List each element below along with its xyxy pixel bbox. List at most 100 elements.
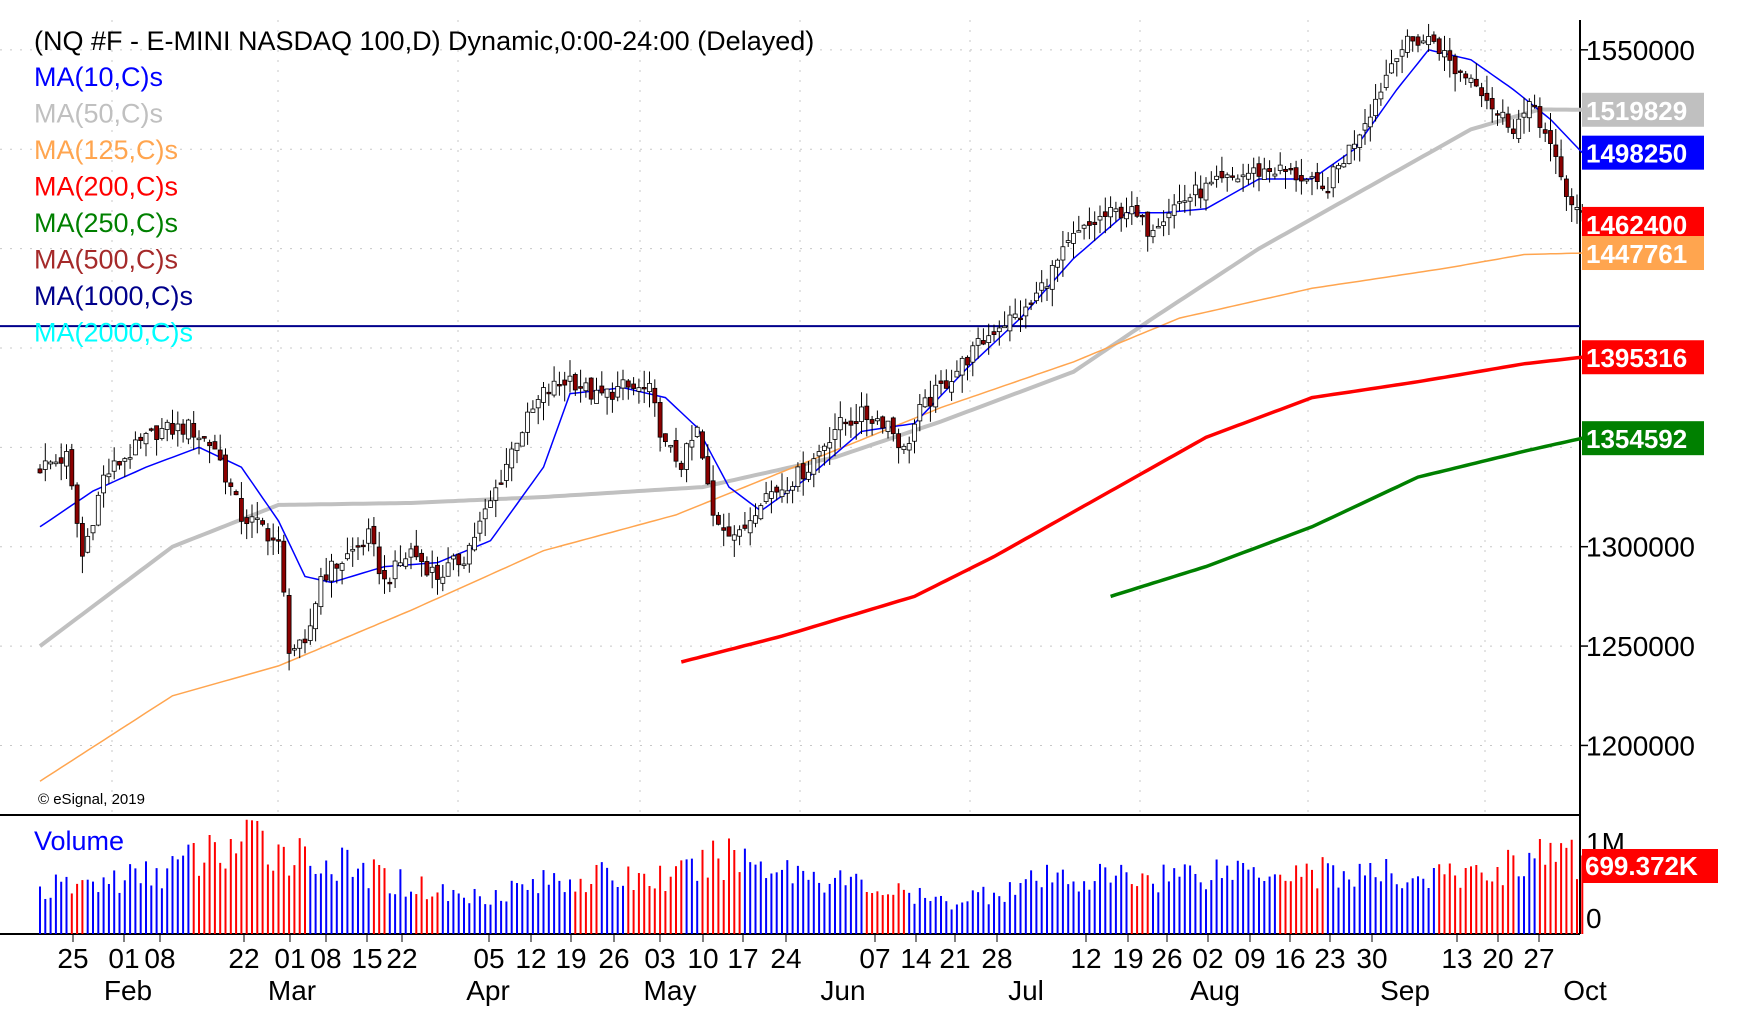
candle [986, 323, 992, 355]
candle [806, 461, 811, 483]
candle [419, 549, 425, 577]
candle-body [986, 335, 992, 343]
price-tag-label: 1395316 [1586, 343, 1687, 373]
candle [583, 377, 589, 398]
candle-body [1436, 38, 1442, 54]
candle-body [85, 535, 91, 553]
candle-body [382, 569, 387, 580]
candle-body [1277, 164, 1283, 171]
x-day-label: 16 [1274, 943, 1305, 974]
candle-body [853, 421, 859, 425]
candle-body [1113, 208, 1119, 212]
candle-body [1076, 230, 1082, 233]
volume-latest-bg [1582, 849, 1718, 883]
candle-body [1346, 144, 1352, 164]
candle [1410, 36, 1416, 52]
candle [429, 550, 435, 589]
candle [541, 381, 546, 421]
candle-body [620, 379, 626, 389]
candle-body [1463, 73, 1469, 79]
candle [832, 413, 838, 457]
candle [53, 454, 59, 467]
candle-body [1458, 70, 1463, 73]
candle [1516, 109, 1522, 143]
candle-body [583, 382, 589, 392]
candle-body [461, 563, 467, 566]
candle [111, 447, 117, 480]
candle-body [1065, 240, 1071, 243]
candle-body [1516, 118, 1522, 139]
candle [1304, 177, 1310, 185]
candle [869, 415, 875, 436]
x-day-label: 22 [386, 943, 417, 974]
candle [837, 401, 843, 448]
candle [1018, 300, 1023, 333]
candle-body [1558, 156, 1564, 178]
candle-body [551, 380, 557, 396]
x-day-label: 01 [274, 943, 305, 974]
price-tag-bg [1582, 236, 1704, 271]
x-day-label: 12 [515, 943, 546, 974]
candle-body [1150, 229, 1156, 238]
candle [1193, 171, 1198, 207]
candle-body [1293, 167, 1299, 181]
candle [1341, 155, 1347, 168]
candle-body [212, 441, 218, 450]
candle [1171, 194, 1177, 229]
x-day-label: 17 [727, 943, 758, 974]
candle-body [758, 505, 764, 520]
candle [1288, 162, 1294, 175]
candle [95, 491, 101, 527]
candle [562, 371, 568, 402]
candle [1230, 166, 1235, 181]
candle [1055, 258, 1060, 282]
candle [747, 507, 753, 546]
candle [795, 462, 801, 492]
candle [185, 418, 191, 445]
candle [827, 427, 833, 465]
candle [1081, 223, 1087, 240]
x-day-label: 05 [473, 943, 504, 974]
candle-body [1256, 163, 1262, 177]
candle-body [1362, 123, 1368, 131]
legend-item: MA(2000,C)s [34, 318, 193, 348]
candle [1447, 37, 1453, 78]
candle [1002, 311, 1007, 329]
candle-body [143, 433, 149, 445]
candle-body [806, 471, 811, 480]
y-tick-label: 1250000 [1586, 631, 1695, 662]
candle [509, 441, 515, 482]
candle-body [355, 545, 361, 548]
candle-body [1420, 40, 1426, 44]
candle [1542, 122, 1548, 142]
candle [58, 443, 64, 481]
candle [1346, 144, 1352, 165]
candle [1336, 162, 1341, 184]
candle-body [673, 440, 679, 462]
candle [758, 503, 764, 521]
candle [1426, 23, 1431, 52]
candle-body [800, 463, 806, 480]
candle-body [270, 537, 276, 541]
candle [1489, 87, 1495, 123]
candle-body [503, 463, 509, 481]
candle [1309, 171, 1315, 196]
candle-body [37, 468, 43, 474]
candle [954, 360, 960, 378]
candle-body [652, 387, 658, 404]
candle-body [519, 432, 525, 447]
candle [74, 482, 80, 538]
candle-body [1034, 292, 1039, 302]
x-month-label: May [644, 975, 697, 1006]
candle [223, 448, 228, 495]
candle-body [1012, 313, 1018, 318]
candle-body [1447, 50, 1453, 61]
candle-body [610, 391, 615, 400]
candle [1235, 174, 1241, 183]
candle-body [1564, 178, 1569, 197]
candle-body [970, 345, 976, 363]
candle-body [1341, 163, 1347, 168]
candle [928, 380, 933, 422]
candle-body [53, 461, 59, 465]
candle-body [769, 491, 774, 499]
